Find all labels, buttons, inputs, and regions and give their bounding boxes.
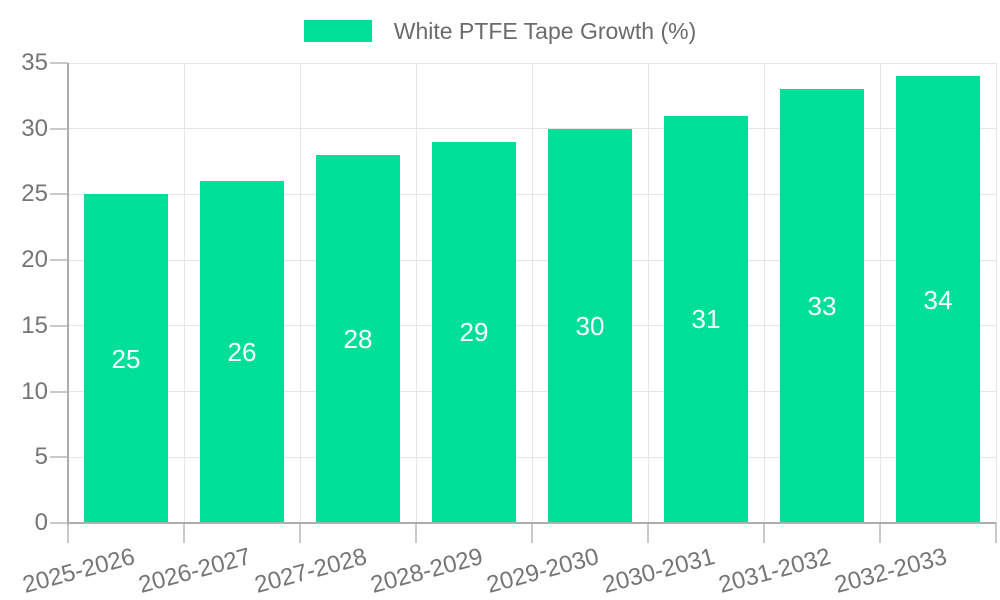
x-gridline bbox=[531, 63, 533, 523]
bar[interactable] bbox=[664, 115, 748, 523]
x-tick-mark bbox=[763, 523, 765, 543]
x-tick-mark bbox=[879, 523, 881, 543]
y-axis-label: 30 bbox=[21, 114, 48, 142]
legend: White PTFE Tape Growth (%) bbox=[0, 17, 1000, 45]
y-tick-mark bbox=[50, 324, 68, 327]
bar[interactable] bbox=[200, 181, 284, 523]
y-axis-label: 5 bbox=[34, 443, 48, 471]
x-gridline bbox=[763, 63, 765, 523]
x-gridline bbox=[183, 63, 185, 523]
y-axis-label: 35 bbox=[21, 49, 48, 76]
bar-value-label: 34 bbox=[923, 284, 953, 315]
x-gridline bbox=[879, 63, 881, 523]
bar-value-label: 28 bbox=[343, 324, 373, 354]
x-tick-mark bbox=[415, 523, 417, 543]
y-axis-label: 15 bbox=[21, 311, 48, 339]
legend-swatch[interactable] bbox=[303, 20, 372, 42]
bar[interactable] bbox=[316, 155, 400, 523]
bar-value-label: 33 bbox=[807, 291, 837, 322]
y-tick-mark bbox=[50, 193, 68, 196]
x-axis-line bbox=[68, 522, 996, 524]
x-tick-mark bbox=[995, 523, 997, 543]
y-tick-mark bbox=[50, 522, 68, 524]
bar-value-label: 29 bbox=[459, 317, 489, 348]
x-gridline bbox=[415, 63, 417, 523]
x-tick-mark bbox=[531, 523, 533, 543]
bar-value-label: 25 bbox=[111, 343, 141, 374]
legend-label[interactable]: White PTFE Tape Growth (%) bbox=[393, 18, 697, 44]
y-tick-mark bbox=[50, 259, 68, 262]
y-tick-mark bbox=[50, 390, 68, 393]
bar[interactable] bbox=[432, 141, 516, 523]
y-axis-label: 0 bbox=[34, 509, 48, 536]
bar[interactable] bbox=[780, 89, 864, 523]
x-tick-mark bbox=[299, 523, 301, 543]
y-axis-label: 10 bbox=[21, 377, 48, 405]
x-tick-mark bbox=[183, 523, 185, 543]
bar-value-label: 26 bbox=[227, 337, 257, 368]
bar-value-label: 31 bbox=[691, 304, 721, 335]
bar-value-label: 30 bbox=[575, 310, 605, 341]
y-axis-line bbox=[67, 63, 69, 525]
y-tick-mark bbox=[50, 62, 68, 64]
y-axis-label: 25 bbox=[21, 180, 48, 208]
x-gridline bbox=[299, 63, 301, 523]
bar[interactable] bbox=[896, 76, 980, 523]
bar[interactable] bbox=[84, 194, 168, 523]
y-tick-mark bbox=[50, 127, 68, 130]
x-tick-mark bbox=[647, 523, 649, 543]
x-tick-mark bbox=[67, 523, 69, 543]
x-gridline bbox=[995, 63, 997, 523]
bar[interactable] bbox=[548, 128, 632, 523]
y-axis-label: 20 bbox=[21, 246, 48, 274]
x-gridline bbox=[647, 63, 649, 523]
y-tick-mark bbox=[50, 456, 68, 459]
